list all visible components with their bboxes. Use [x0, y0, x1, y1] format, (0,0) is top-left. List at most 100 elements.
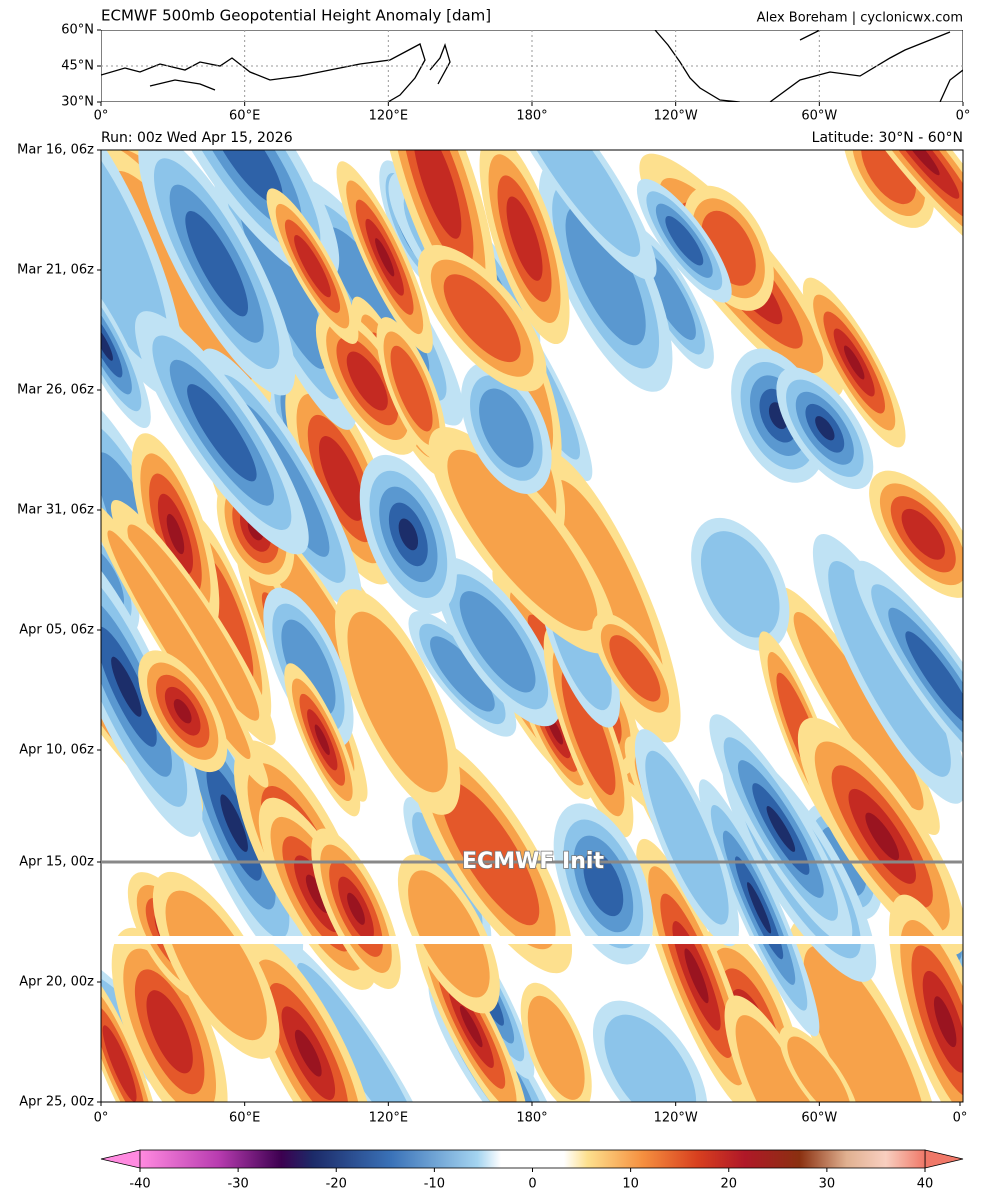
y-tick-label: Apr 15, 00z — [19, 855, 94, 870]
x-tick-label: 60°W — [801, 109, 837, 124]
colorbar-tick-label: 0 — [528, 1177, 536, 1192]
y-tick-label: Apr 05, 06z — [19, 623, 94, 638]
x-tick-label: 0° — [94, 109, 109, 124]
x-tick-label: 60°E — [229, 109, 260, 124]
x-tick-label: 180° — [516, 1111, 547, 1126]
anomaly-blob — [146, 990, 193, 1074]
anomaly-blob — [459, 591, 536, 693]
coastlines — [101, 30, 963, 102]
anomaly-blob — [107, 530, 251, 760]
anomaly-blob — [347, 892, 365, 925]
credit: Alex Boreham | cyclonicwx.com — [757, 11, 963, 26]
anomaly-blob — [440, 781, 540, 926]
anomaly-blob — [604, 1014, 697, 1102]
y-tick-label: Apr 10, 06z — [19, 743, 94, 758]
y-tick-label: Apr 25, 00z — [19, 1095, 94, 1110]
anomaly-blob — [185, 210, 248, 317]
x-tick-label: 180° — [516, 109, 547, 124]
anomaly-blob — [173, 699, 192, 724]
anomaly-blob — [933, 996, 957, 1048]
anomaly-blob — [375, 238, 395, 277]
anomaly-blob — [479, 388, 534, 468]
anomaly-blob — [561, 668, 616, 796]
x-tick-label: 120°E — [369, 1111, 409, 1126]
x-tick-label: 120°W — [654, 109, 698, 124]
anomaly-blob — [111, 656, 142, 717]
anomaly-blob — [609, 635, 661, 702]
y-tick-label: 45°N — [61, 59, 94, 74]
anomaly-blob — [127, 524, 260, 721]
anomaly-blob — [828, 561, 951, 777]
colorbar-tick-label: 40 — [917, 1177, 934, 1192]
anomaly-blob — [645, 750, 729, 925]
anomaly-blob — [408, 870, 490, 998]
anomaly-blob — [166, 513, 185, 555]
map-panel — [101, 30, 963, 102]
anomaly-blob — [843, 345, 865, 380]
anomaly-blob — [220, 794, 248, 852]
anomaly-blob — [793, 612, 924, 811]
anomaly-blob — [700, 531, 780, 638]
y-tick-label: Mar 31, 06z — [17, 503, 94, 518]
subtitle: Run: 00z Wed Apr 15, 2026 — [101, 130, 293, 146]
anomaly-blob — [281, 619, 336, 716]
x-tick-label: 60°W — [801, 1111, 837, 1126]
anomaly-blob — [443, 274, 521, 363]
anomaly-blob — [803, 945, 928, 1102]
colorbar-tick-label: -30 — [228, 1177, 249, 1192]
colorbar-tick-label: -20 — [326, 1177, 347, 1192]
anomaly-blob — [101, 327, 113, 361]
x-tick-label: 0° — [953, 1111, 968, 1126]
anomaly-blob — [684, 948, 709, 1004]
x-tick-label: 0° — [94, 1111, 109, 1126]
colorbar — [100, 1149, 964, 1169]
anomaly-blob — [665, 216, 704, 266]
anomaly-blob — [527, 995, 585, 1100]
anomaly-blob — [297, 962, 420, 1102]
anomaly-blob — [165, 890, 267, 1041]
anomaly-blob — [398, 518, 419, 551]
anomaly-blob — [390, 345, 433, 432]
x-tick-label: 60°E — [229, 1111, 260, 1126]
anomaly-blob — [294, 235, 331, 298]
chart-title: ECMWF 500mb Geopotential Height Anomaly … — [101, 7, 491, 25]
anomaly-blob — [565, 205, 646, 346]
x-tick-label: 0° — [956, 109, 971, 124]
anomaly-blob — [506, 196, 543, 281]
anomaly-blob — [319, 436, 364, 521]
anomaly-blob — [187, 384, 257, 482]
gap-band — [101, 936, 963, 944]
anomaly-blob — [766, 806, 796, 852]
anomaly-blob — [865, 812, 900, 861]
anomaly-blob — [347, 611, 448, 793]
anomaly-blob — [815, 416, 835, 441]
anomaly-blob — [735, 1015, 824, 1102]
anomaly-blob — [583, 851, 624, 917]
anomaly-blob — [413, 150, 462, 239]
x-tick-label: 120°W — [654, 1111, 698, 1126]
anomaly-blob — [901, 508, 945, 560]
anomaly-blob — [447, 449, 598, 631]
y-tick-label: Mar 21, 06z — [17, 263, 94, 278]
anomaly-blob — [294, 1029, 322, 1077]
y-tick-label: 30°N — [61, 95, 94, 110]
anomaly-blob — [314, 724, 330, 756]
x-tick-label: 120°E — [369, 109, 409, 124]
anomaly-blob — [509, 150, 641, 257]
anomaly-blob — [207, 150, 283, 205]
anomaly-blob — [101, 150, 169, 366]
colorbar-tick-label: 30 — [819, 1177, 836, 1192]
anomaly-blob — [102, 1025, 137, 1102]
anomaly-blob — [900, 150, 940, 176]
anomaly-blob — [346, 351, 388, 411]
init-label: ECMWF Init — [462, 849, 604, 874]
anomaly-blob — [787, 1036, 851, 1102]
annotation: Latitude: 30°N - 60°N — [812, 130, 963, 146]
y-tick-label: Mar 16, 06z — [17, 143, 94, 158]
y-tick-label: Mar 26, 06z — [17, 383, 94, 398]
anomaly-blob — [459, 1005, 483, 1048]
colorbar-tick-label: -40 — [129, 1177, 150, 1192]
anomaly-blob — [905, 631, 963, 726]
